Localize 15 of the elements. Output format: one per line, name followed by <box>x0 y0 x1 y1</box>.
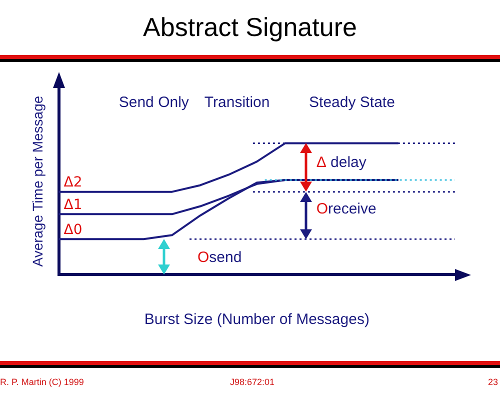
text: 23 <box>488 377 498 387</box>
text: R. P. Martin (C) 1999 <box>0 377 84 387</box>
y-axis-title: Average Time per Message <box>29 96 46 267</box>
series-label: Δ2 <box>64 174 82 190</box>
annotation: Oreceive <box>316 200 376 218</box>
chart-title: Abstract Signature <box>142 12 358 43</box>
annotation: Osend <box>197 248 242 266</box>
text: J98:672:01 <box>230 377 275 387</box>
text: Send Only <box>118 94 190 112</box>
series-label: Δ1 <box>64 196 82 213</box>
x-axis-title: Burst Size (Number of Messages) <box>144 311 370 328</box>
series-label: Δ0 <box>64 222 82 238</box>
annotation: Δ delay <box>316 154 367 171</box>
text: Steady State <box>309 94 395 112</box>
text: Transition <box>204 94 270 112</box>
